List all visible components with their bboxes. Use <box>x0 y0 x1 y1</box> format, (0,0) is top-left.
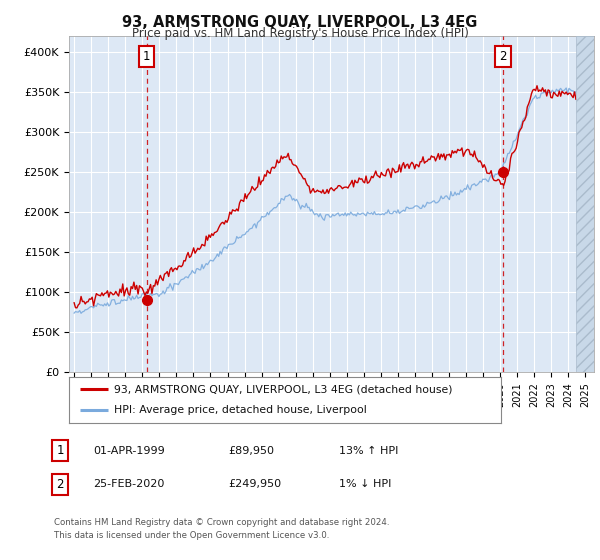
Text: 01-APR-1999: 01-APR-1999 <box>93 446 165 456</box>
Text: 1: 1 <box>56 444 64 458</box>
Text: 1% ↓ HPI: 1% ↓ HPI <box>339 479 391 489</box>
Text: 93, ARMSTRONG QUAY, LIVERPOOL, L3 4EG (detached house): 93, ARMSTRONG QUAY, LIVERPOOL, L3 4EG (d… <box>115 384 453 394</box>
Text: £89,950: £89,950 <box>228 446 274 456</box>
Text: 2: 2 <box>56 478 64 491</box>
Text: HPI: Average price, detached house, Liverpool: HPI: Average price, detached house, Live… <box>115 405 367 416</box>
Text: 25-FEB-2020: 25-FEB-2020 <box>93 479 164 489</box>
Bar <box>575 36 599 372</box>
Text: 93, ARMSTRONG QUAY, LIVERPOOL, L3 4EG: 93, ARMSTRONG QUAY, LIVERPOOL, L3 4EG <box>122 15 478 30</box>
Text: 1: 1 <box>143 50 151 63</box>
Text: £249,950: £249,950 <box>228 479 281 489</box>
Text: 13% ↑ HPI: 13% ↑ HPI <box>339 446 398 456</box>
Text: 2: 2 <box>499 50 506 63</box>
Text: Contains HM Land Registry data © Crown copyright and database right 2024.
This d: Contains HM Land Registry data © Crown c… <box>54 518 389 539</box>
Text: Price paid vs. HM Land Registry's House Price Index (HPI): Price paid vs. HM Land Registry's House … <box>131 27 469 40</box>
